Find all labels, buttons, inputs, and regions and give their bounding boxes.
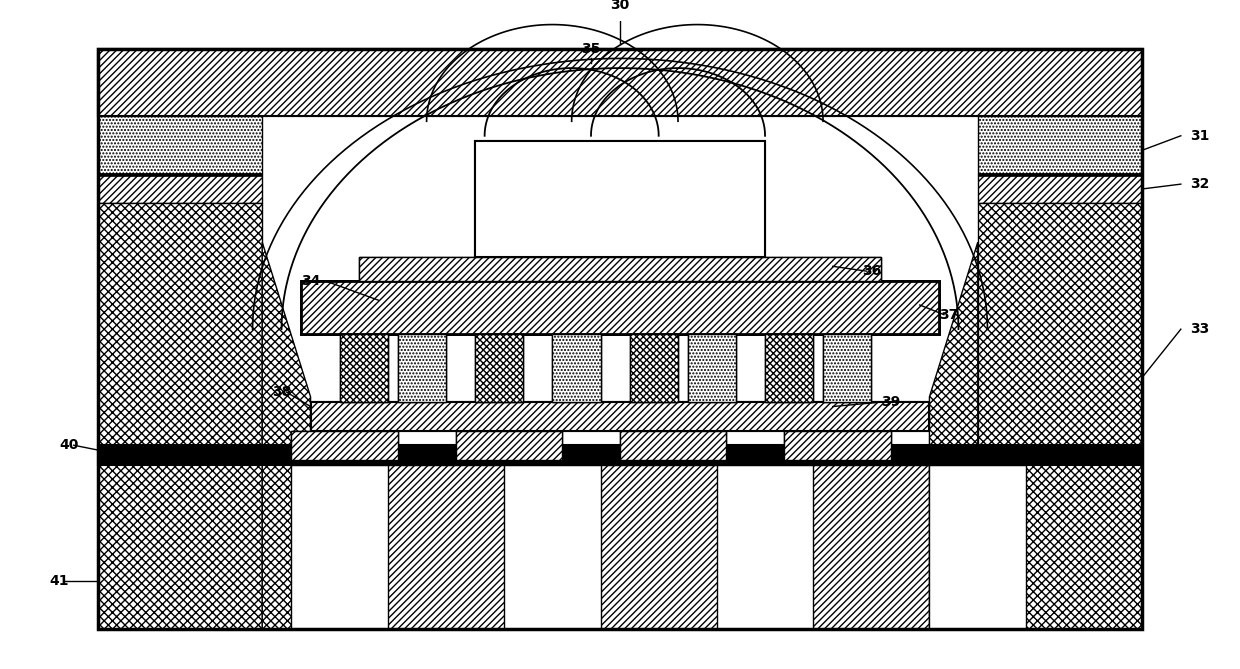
Bar (358, 257, 882, 281)
Bar (620, 431, 727, 460)
Bar (301, 281, 939, 334)
Bar (310, 401, 930, 431)
Bar (785, 431, 890, 460)
Polygon shape (262, 116, 978, 464)
Bar (823, 334, 872, 401)
Bar (823, 334, 872, 401)
Text: 33: 33 (1190, 322, 1210, 336)
Bar (98, 49, 1142, 629)
Bar (552, 334, 600, 401)
Bar (630, 334, 678, 401)
Bar (291, 464, 388, 629)
Bar (262, 116, 978, 455)
Bar (98, 175, 262, 203)
Text: 41: 41 (50, 573, 69, 587)
Bar (475, 334, 523, 401)
Bar (475, 334, 523, 401)
Text: 34: 34 (301, 274, 320, 288)
Bar (620, 431, 727, 460)
Text: 39: 39 (882, 395, 900, 409)
Bar (98, 116, 262, 175)
Bar (291, 431, 398, 460)
Polygon shape (930, 242, 978, 629)
Bar (978, 116, 1142, 175)
Bar (785, 431, 890, 460)
Text: 37: 37 (939, 308, 959, 322)
Bar (930, 464, 1027, 629)
Bar (98, 49, 1142, 116)
Bar (340, 334, 388, 401)
Bar (765, 334, 813, 401)
Bar (503, 464, 600, 629)
Bar (98, 49, 1142, 629)
Bar (310, 401, 930, 431)
Text: 38: 38 (272, 385, 291, 399)
Bar (340, 334, 388, 401)
Bar (358, 257, 882, 281)
Bar (398, 334, 446, 401)
Bar (630, 334, 678, 401)
Bar (98, 464, 1142, 629)
Bar (475, 140, 765, 257)
Bar (98, 173, 262, 177)
Bar (978, 175, 1142, 203)
Bar (475, 140, 765, 257)
Bar (455, 431, 562, 460)
Text: 40: 40 (60, 438, 78, 452)
Bar (765, 334, 813, 401)
Bar (978, 173, 1142, 177)
Bar (688, 334, 737, 401)
Bar (291, 431, 398, 460)
Bar (398, 334, 446, 401)
Text: 31: 31 (1190, 128, 1210, 142)
Bar (98, 203, 262, 629)
Bar (552, 334, 600, 401)
Text: 32: 32 (1190, 177, 1210, 191)
Bar (301, 281, 939, 334)
Text: 35: 35 (582, 41, 600, 56)
Text: 30: 30 (610, 0, 630, 12)
Bar (978, 203, 1142, 629)
Text: 36: 36 (862, 264, 882, 278)
Bar (717, 464, 813, 629)
Bar (98, 445, 1142, 464)
Bar (455, 431, 562, 460)
Bar (688, 334, 737, 401)
Bar (98, 49, 1142, 116)
Polygon shape (262, 242, 310, 629)
